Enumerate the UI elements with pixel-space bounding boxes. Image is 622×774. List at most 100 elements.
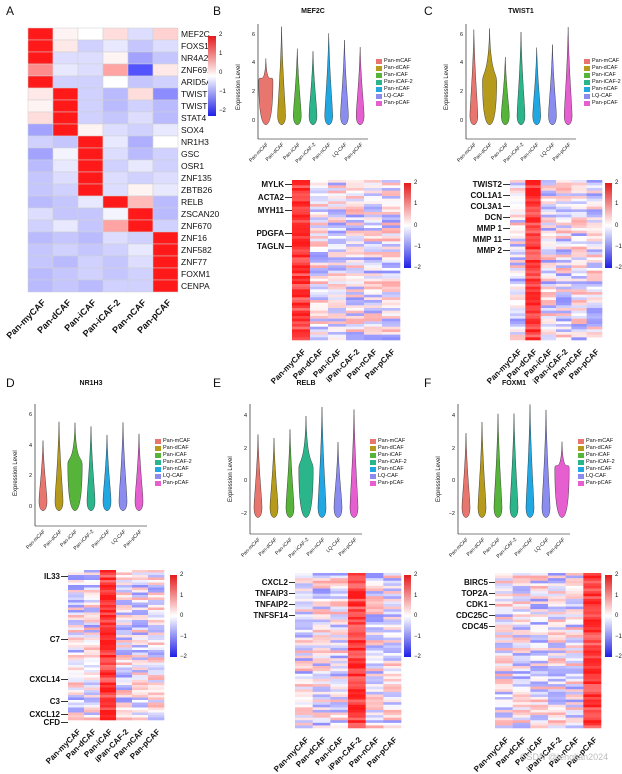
heatmap-cell (365, 601, 384, 605)
heatmap-cell (330, 673, 349, 677)
heatmap-cell (565, 722, 584, 726)
legend-label: Pan-nCAF (163, 466, 189, 472)
heatmap-cell (383, 668, 402, 672)
heatmap-cell (548, 647, 566, 651)
heatmap-cell (84, 680, 101, 683)
heatmap-cell (330, 616, 349, 620)
heatmap-cell (132, 592, 149, 596)
heatmap-cell (512, 725, 531, 729)
heatmap-cell (512, 619, 531, 623)
heatmap-cell (548, 691, 566, 695)
heatmap-cell (556, 233, 572, 237)
violin-shape (461, 433, 471, 518)
legend-item: Pan-iCAF (370, 452, 402, 458)
heatmap-cell (365, 676, 384, 680)
marker-gene-label: TWIST2 (472, 180, 502, 189)
heatmap-cell (586, 217, 603, 221)
heatmap-cell (382, 324, 401, 327)
heatmap-cell (292, 310, 311, 314)
heatmap-cell (312, 604, 331, 607)
heatmap-cell (84, 627, 101, 631)
heatmap-cell (84, 642, 101, 646)
heatmap-cell (312, 668, 331, 672)
heatmap-cell (565, 655, 584, 659)
heatmap-cell (556, 321, 572, 325)
heatmap-cell (530, 580, 549, 584)
legend-label: Pan-iCAF (586, 452, 610, 458)
colorbar-c (605, 183, 612, 268)
heatmap-cell (571, 326, 587, 330)
heatmap-cell (68, 687, 85, 691)
heatmap-cell (148, 572, 165, 576)
heatmap-cell (348, 691, 366, 695)
violin-shape (493, 413, 503, 518)
heatmap-cell (346, 188, 365, 191)
heatmap-cell (365, 616, 384, 620)
heatmap-cell (84, 717, 101, 721)
heatmap-cell (583, 647, 602, 651)
heatmap-cell (530, 658, 549, 662)
heatmap-cell (346, 225, 365, 229)
heatmap-cell (565, 637, 584, 641)
heatmap-cell (310, 238, 329, 242)
heatmap-cell (556, 254, 572, 258)
heatmap-cell (310, 222, 329, 226)
heatmap-cell (525, 308, 541, 311)
heatmap-cell (77, 75, 104, 89)
heatmap-cell (548, 676, 566, 680)
heatmap-cell (364, 334, 383, 338)
heatmap-cell (571, 297, 587, 301)
heatmap-cell (328, 305, 347, 309)
heatmap-cell (512, 614, 531, 618)
heatmap-cell (312, 699, 331, 703)
heatmap-cell (77, 219, 104, 233)
heatmap-cell (530, 578, 549, 582)
heatmap-cell (382, 190, 401, 194)
heatmap-cell (84, 700, 101, 703)
heatmap-cell (510, 326, 526, 330)
marker-gene-label: COL3A1 (470, 202, 502, 211)
heatmap-cell (52, 135, 79, 149)
heatmap-cell (530, 655, 549, 659)
heatmap-cell (548, 591, 566, 594)
heatmap-cell (68, 690, 85, 693)
heatmap-cell (132, 645, 149, 648)
heatmap-cell (540, 308, 557, 311)
heatmap-cell (495, 616, 513, 620)
heatmap-cell (68, 572, 85, 576)
violin-plot-b (257, 24, 368, 140)
heatmap-cell (365, 709, 384, 713)
heatmap-cell (295, 691, 313, 695)
violin-y-tick: 0 (251, 117, 255, 124)
heatmap-cell (540, 334, 557, 338)
heatmap-cell (586, 209, 603, 213)
violin-shape (564, 27, 573, 125)
heatmap-cell (512, 712, 531, 716)
heatmap-cell (548, 699, 566, 703)
heatmap-cell (565, 668, 584, 672)
heatmap-cell (495, 575, 513, 579)
legend-item: LQ-CAF (584, 93, 612, 99)
marker-gene-label: C3 (49, 697, 60, 706)
heatmap-cell (116, 690, 133, 693)
heatmap-cell (346, 281, 365, 285)
heatmap-cell (382, 297, 401, 301)
heatmap-cell (565, 681, 584, 685)
violin-shape (269, 438, 279, 518)
heatmap-cell (530, 609, 549, 613)
heatmap-cell (586, 334, 603, 338)
legend-label: Pan-mCAF (384, 58, 412, 64)
heatmap-cell (586, 238, 603, 242)
heatmap-cell (382, 246, 401, 250)
heatmap-cell (495, 660, 513, 664)
heatmap-cell (495, 647, 513, 651)
heatmap-cell (132, 612, 149, 616)
heatmap-cell (383, 640, 402, 644)
heatmap-cell (383, 578, 402, 582)
legend-item: Pan-mCAF (578, 438, 613, 444)
legend-item: Pan-dCAF (584, 65, 618, 71)
heatmap-cell (328, 332, 347, 335)
heatmap-cell (116, 697, 133, 701)
heatmap-cell (383, 632, 402, 636)
violin-shape (324, 33, 333, 125)
